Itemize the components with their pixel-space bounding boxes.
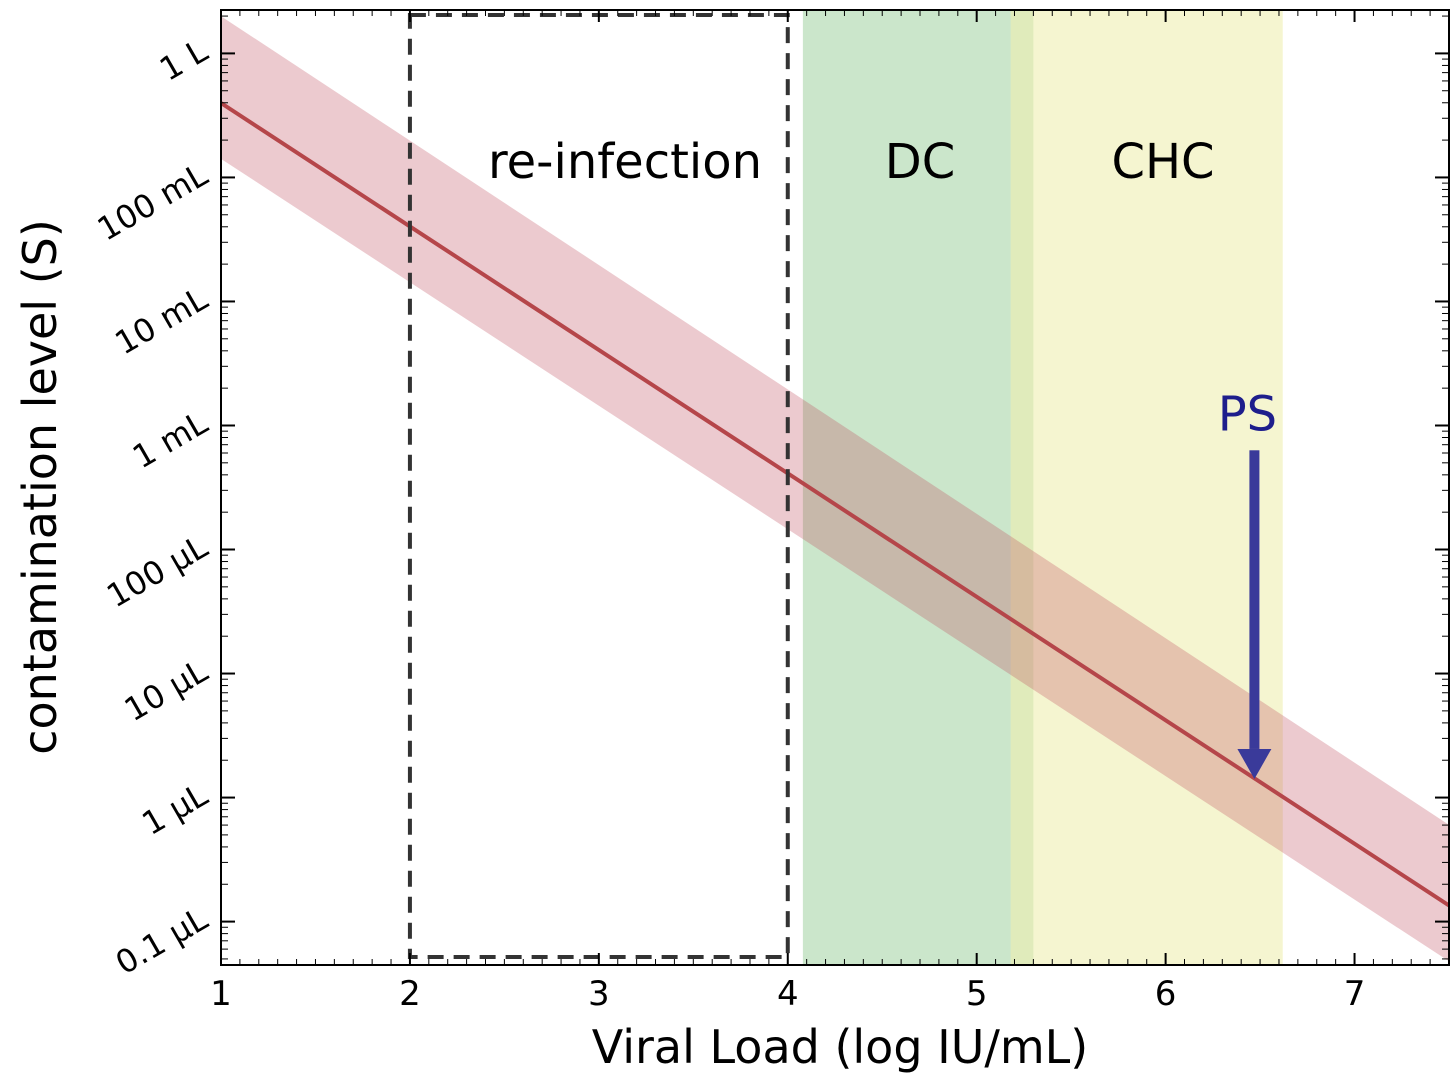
axes-layer [220, 9, 1450, 966]
y-tick-label: 100 mL [91, 155, 214, 248]
region-label-re-infection: re-infection [488, 134, 762, 190]
x-tick-label: 3 [588, 974, 610, 1014]
uncertainty-band [221, 16, 1449, 962]
annotation-ps-label: PS [1218, 386, 1277, 442]
line-layer [221, 101, 1449, 908]
region-label-dc: DC [885, 134, 955, 190]
regions-layer [802, 10, 1283, 965]
x-tick-label: 6 [1155, 974, 1177, 1014]
plot-frame [220, 9, 1450, 966]
annotations-layer: PS [1218, 386, 1277, 779]
y-tick-label: 1 mL [126, 403, 214, 476]
y-tick-label: 0.1 μL [109, 900, 214, 983]
x-tick-label: 4 [777, 974, 799, 1014]
annotation-ps-arrow-head [1237, 748, 1272, 779]
x-tick-label: 1 [210, 974, 232, 1014]
y-tick-label: 1 μL [135, 775, 214, 842]
y-axis-label: contamination level (S) [13, 219, 67, 755]
annotation-ps-arrow-shaft [1249, 450, 1260, 749]
region-labels-layer: re-infection DC CHC [488, 134, 1215, 190]
series-line [221, 101, 1449, 908]
y-tick-label: 10 mL [108, 279, 214, 362]
region-label-chc: CHC [1111, 134, 1214, 190]
y-tick-label: 100 μL [100, 527, 214, 615]
x-tick-label: 5 [966, 974, 988, 1014]
region-dc [802, 10, 1034, 965]
x-tick-label: 7 [1344, 974, 1366, 1014]
region-chc [1010, 10, 1283, 965]
band-layer [221, 16, 1449, 962]
x-axis-label: Viral Load (log IU/mL) [592, 1020, 1089, 1074]
y-tick-label: 1 L [153, 31, 214, 88]
x-tick-label: 2 [399, 974, 421, 1014]
y-tick-label: 10 μL [118, 651, 214, 729]
